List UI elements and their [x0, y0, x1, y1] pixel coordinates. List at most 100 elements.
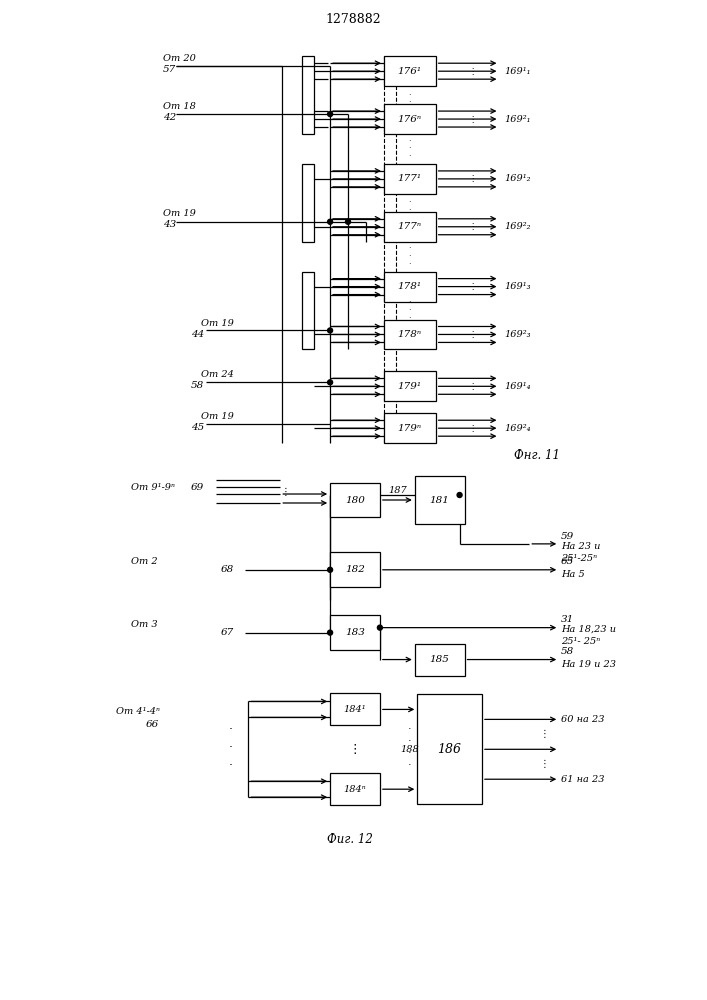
Text: 186: 186	[438, 743, 462, 756]
Text: 44: 44	[191, 330, 204, 339]
Text: 58: 58	[191, 381, 204, 390]
Text: 187: 187	[388, 486, 407, 495]
Bar	[330, 483, 380, 517]
Bar	[417, 694, 482, 804]
Text: 169¹₂: 169¹₂	[504, 174, 531, 183]
Text: 68: 68	[221, 565, 234, 574]
Text: Om 18: Om 18	[163, 102, 196, 111]
Text: ⋮: ⋮	[349, 743, 361, 756]
Text: 31: 31	[561, 615, 574, 624]
Text: ⋮: ⋮	[468, 282, 477, 291]
Text: ⋮: ⋮	[468, 115, 477, 124]
Bar	[384, 413, 436, 443]
Circle shape	[327, 328, 332, 333]
Text: 45: 45	[191, 423, 204, 432]
Text: 25¹- 25ⁿ: 25¹- 25ⁿ	[561, 637, 600, 646]
Bar	[302, 56, 314, 134]
Text: ·: ·	[228, 759, 233, 772]
Text: 43: 43	[163, 220, 176, 229]
Text: Фнг. 11: Фнг. 11	[515, 449, 561, 462]
Circle shape	[378, 625, 382, 630]
Text: ·: ·	[228, 723, 233, 736]
Text: ·
·
·: · · ·	[409, 137, 411, 161]
Text: 42: 42	[163, 113, 176, 122]
Bar	[302, 164, 314, 242]
Bar	[330, 773, 380, 805]
Text: ·
·
·: · · ·	[409, 245, 411, 269]
Text: ·: ·	[408, 748, 411, 758]
Text: На 19 и 23: На 19 и 23	[561, 660, 617, 669]
Circle shape	[327, 567, 332, 572]
Text: 178¹: 178¹	[398, 282, 422, 291]
Bar	[384, 371, 436, 401]
Text: 169¹₄: 169¹₄	[504, 382, 531, 391]
Text: 185: 185	[430, 655, 450, 664]
Bar	[330, 552, 380, 587]
Text: Om 19: Om 19	[201, 319, 233, 328]
Text: 184¹: 184¹	[344, 705, 366, 714]
Text: ·: ·	[408, 760, 411, 770]
Bar	[330, 693, 380, 725]
Circle shape	[346, 219, 351, 224]
Text: 25¹-25ⁿ: 25¹-25ⁿ	[561, 554, 597, 563]
Text: ⋮: ⋮	[539, 759, 549, 769]
Text: Om 9¹-9ⁿ: Om 9¹-9ⁿ	[131, 483, 175, 492]
Text: 65: 65	[561, 557, 574, 566]
Text: Om 3: Om 3	[131, 620, 158, 629]
Text: 188: 188	[400, 745, 419, 754]
Text: ⋮: ⋮	[281, 487, 290, 497]
Text: 69: 69	[191, 483, 204, 492]
Bar	[415, 476, 464, 524]
Text: 176ⁿ: 176ⁿ	[398, 115, 422, 124]
Bar	[415, 644, 464, 676]
Bar	[384, 320, 436, 349]
Text: ⋮: ⋮	[468, 382, 477, 391]
Text: 184ⁿ: 184ⁿ	[344, 785, 366, 794]
Text: 179¹: 179¹	[398, 382, 422, 391]
Text: Om 4¹-4ⁿ: Om 4¹-4ⁿ	[116, 707, 160, 716]
Text: 59: 59	[561, 532, 574, 541]
Text: 169²₁: 169²₁	[504, 115, 531, 124]
Text: ⋮: ⋮	[468, 67, 477, 76]
Circle shape	[327, 630, 332, 635]
Text: 67: 67	[221, 628, 234, 637]
Text: 58: 58	[561, 647, 574, 656]
Text: ·: ·	[408, 736, 411, 746]
Circle shape	[327, 380, 332, 385]
Text: ⋮: ⋮	[468, 174, 477, 183]
Text: 57: 57	[163, 65, 176, 74]
Text: 169¹₁: 169¹₁	[504, 67, 531, 76]
Text: На 5: На 5	[561, 570, 585, 579]
Text: ⋮: ⋮	[539, 729, 549, 739]
Text: ⋮: ⋮	[468, 330, 477, 339]
Bar	[330, 615, 380, 650]
Text: 169²₃: 169²₃	[504, 330, 531, 339]
Text: 169²₂: 169²₂	[504, 222, 531, 231]
Text: ·
·
·: · · ·	[409, 83, 411, 107]
Text: 182: 182	[345, 565, 365, 574]
Text: 169²₄: 169²₄	[504, 424, 531, 433]
Text: Om 19: Om 19	[163, 209, 196, 218]
Text: 66: 66	[146, 720, 159, 729]
Text: ·: ·	[408, 724, 411, 734]
Bar	[384, 164, 436, 194]
Text: ⋮: ⋮	[468, 424, 477, 433]
Text: Om 20: Om 20	[163, 54, 196, 63]
Text: 177ⁿ: 177ⁿ	[398, 222, 422, 231]
Text: 177¹: 177¹	[398, 174, 422, 183]
Text: ⋮: ⋮	[468, 222, 477, 231]
Bar	[384, 212, 436, 242]
Bar	[384, 272, 436, 302]
Text: Фиг. 12: Фиг. 12	[327, 833, 373, 846]
Circle shape	[327, 112, 332, 117]
Text: Om 24: Om 24	[201, 370, 233, 379]
Text: Om 2: Om 2	[131, 557, 158, 566]
Circle shape	[457, 493, 462, 498]
Text: ·: ·	[228, 741, 233, 754]
Text: 176¹: 176¹	[398, 67, 422, 76]
Text: На 23 и: На 23 и	[561, 542, 600, 551]
Text: 180: 180	[345, 496, 365, 505]
Text: ·
·
·: · · ·	[409, 298, 411, 323]
Text: 61 на 23: 61 на 23	[561, 775, 604, 784]
Text: Om 19: Om 19	[201, 412, 233, 421]
